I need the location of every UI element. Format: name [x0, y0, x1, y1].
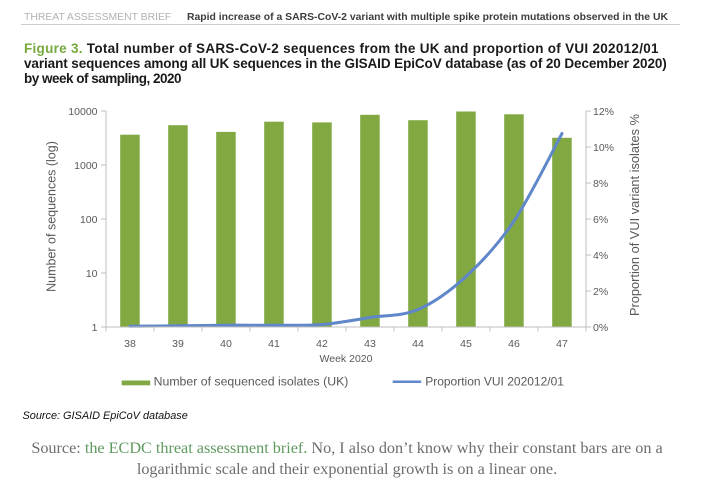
- svg-text:45: 45: [460, 338, 472, 350]
- svg-text:10000: 10000: [68, 106, 97, 118]
- svg-text:10: 10: [86, 268, 98, 280]
- svg-text:Proportion VUI 202012/01: Proportion VUI 202012/01: [425, 375, 564, 389]
- svg-text:46: 46: [508, 338, 520, 350]
- svg-text:2%: 2%: [593, 286, 608, 298]
- svg-text:8%: 8%: [593, 178, 608, 190]
- svg-text:41: 41: [268, 338, 280, 350]
- svg-text:1: 1: [92, 322, 98, 334]
- svg-text:40: 40: [220, 338, 232, 350]
- svg-text:12%: 12%: [593, 106, 614, 118]
- svg-text:Proportion of VUI variant isol: Proportion of VUI variant isolates %: [627, 114, 642, 316]
- svg-text:39: 39: [172, 338, 184, 350]
- svg-text:1000: 1000: [74, 160, 98, 172]
- svg-text:43: 43: [364, 338, 376, 350]
- svg-text:6%: 6%: [593, 214, 608, 226]
- svg-text:Number of sequences (log): Number of sequences (log): [45, 141, 59, 292]
- svg-text:44: 44: [412, 338, 424, 350]
- svg-text:0%: 0%: [593, 322, 608, 334]
- svg-text:Week 2020: Week 2020: [320, 353, 373, 365]
- svg-text:4%: 4%: [593, 250, 608, 262]
- svg-text:Number of sequenced isolates (: Number of sequenced isolates (UK): [154, 375, 349, 389]
- svg-text:47: 47: [556, 338, 568, 350]
- svg-text:10%: 10%: [593, 142, 614, 154]
- svg-text:38: 38: [124, 338, 136, 350]
- svg-text:100: 100: [80, 214, 98, 226]
- svg-text:42: 42: [316, 338, 328, 350]
